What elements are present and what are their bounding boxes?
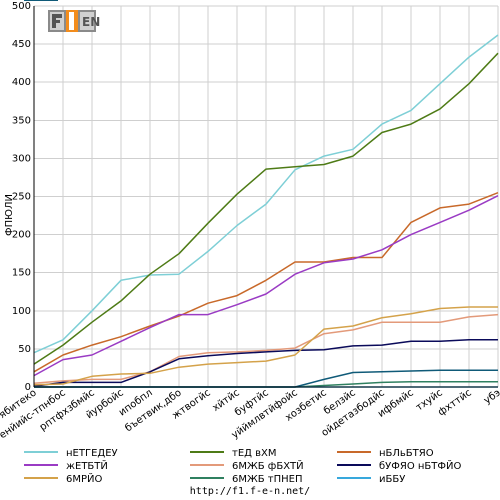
- source-url: http://f1.f-e-n.net/: [190, 486, 310, 497]
- y-tick-label: 100: [12, 306, 31, 317]
- series-line-3: [33, 192, 499, 373]
- legend-label: тЕД вХМ: [232, 448, 277, 459]
- series-line-2: [33, 52, 499, 365]
- legend-label: жЕТБТЙ: [66, 459, 108, 472]
- y-tick-labels: 0 50 100 150 200 250 300 350 400 450 500: [12, 1, 31, 393]
- grid: [33, 5, 499, 388]
- legend-label: 6МЖБ тПНЕП: [232, 474, 303, 485]
- y-axis-label: ФПЮЛИ: [4, 194, 15, 236]
- x-tick-labels: ябитекоенйийс-тпнбосрптфхзбмйсйурбойсипо…: [0, 387, 500, 441]
- y-tick-label: 300: [12, 153, 31, 164]
- legend-label: нБЛьБТЯО: [379, 448, 434, 459]
- y-tick-label: 500: [12, 1, 31, 12]
- series-line-4: [33, 195, 499, 377]
- logo-f1en: EN: [48, 10, 100, 32]
- y-tick-label: 450: [12, 39, 31, 50]
- x-tick-label: фхттйс: [436, 387, 474, 418]
- x-tick-label: убэ: [482, 387, 500, 406]
- y-tick-label: 200: [12, 230, 31, 241]
- legend: нЕТГЕДЕУ тЕД вХМ нБЛьБТЯО жЕТБТЙ 6МЖБ фБХТЙ б…: [24, 0, 461, 485]
- legend-label: 6МЖБ фБХТЙ: [232, 459, 304, 472]
- series-line-6: [33, 339, 498, 387]
- legend-label: бУФЯО нБТФЙО: [379, 459, 461, 472]
- legend-label: хЙМСНУ: [66, 0, 109, 3]
- axes: [33, 6, 498, 388]
- y-tick-label: 50: [18, 344, 31, 355]
- series-line-1: [33, 34, 499, 354]
- series-line-7: [33, 306, 498, 386]
- y-tick-label: 350: [12, 115, 31, 126]
- y-tick-label: 150: [12, 268, 31, 279]
- legend-label: 6МРЙО: [66, 472, 103, 485]
- legend-label: нЕТГЕДЕУ: [66, 448, 118, 459]
- series-line-5: [33, 313, 499, 384]
- y-tick-label: 400: [12, 77, 31, 88]
- legend-label: иББУ: [379, 474, 405, 485]
- y-tick-label: 250: [12, 192, 31, 203]
- svg-text:EN: EN: [82, 15, 100, 29]
- y-tick-label: 0: [25, 382, 31, 393]
